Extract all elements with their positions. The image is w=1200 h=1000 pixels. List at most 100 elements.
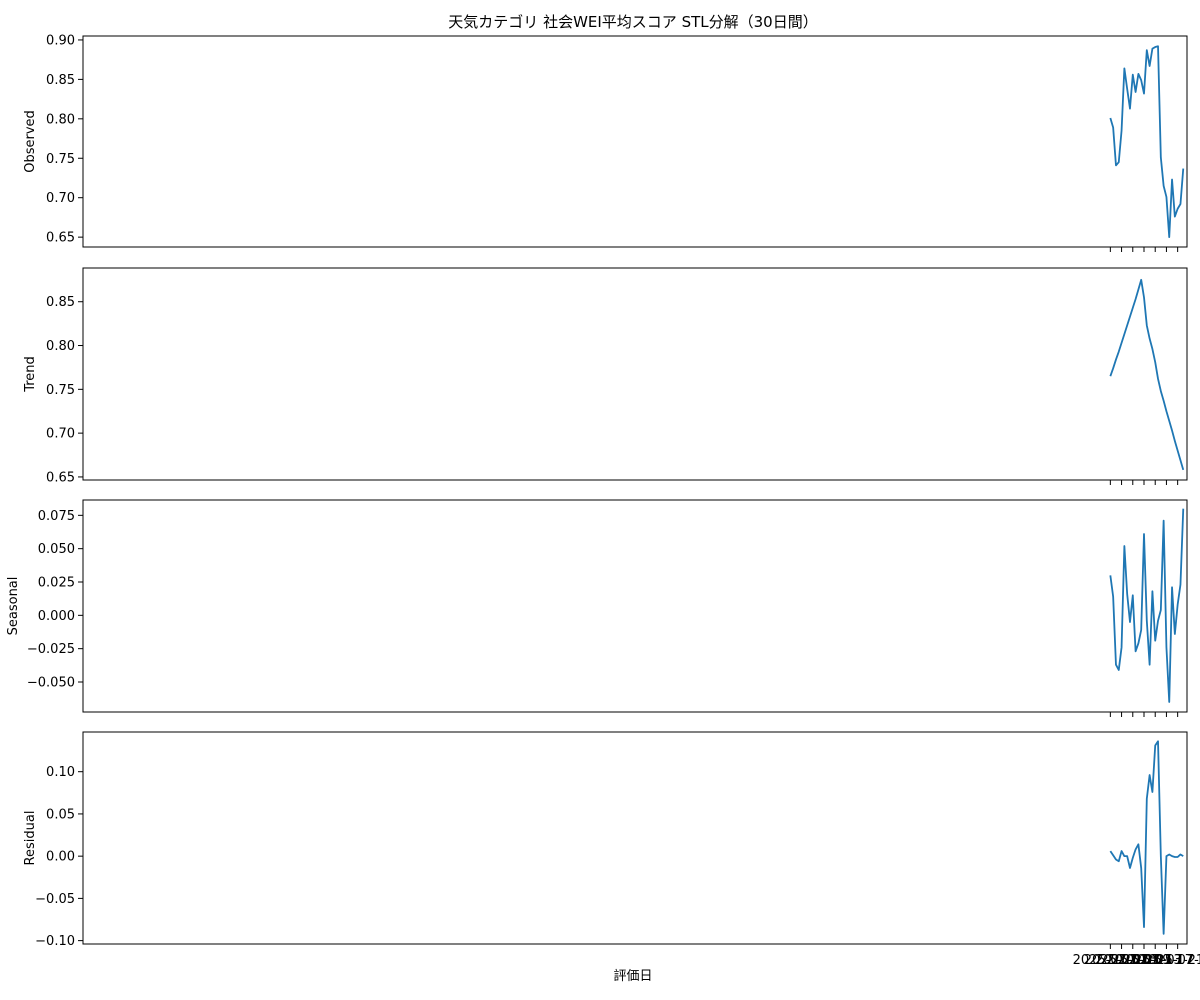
data-point: [1171, 178, 1174, 181]
data-point: [1117, 669, 1120, 672]
data-point: [1148, 337, 1151, 340]
data-point: [1128, 621, 1131, 624]
data-point: [1140, 79, 1143, 82]
data-point: [1159, 609, 1162, 612]
panel-residual: −0.10 −0.05 0.00 0.05 0.10 2025-07-012025-07-…: [23, 731, 1200, 968]
data-point: [1140, 866, 1143, 869]
data-point: [1120, 850, 1123, 853]
y-tick-label: 0.65: [46, 470, 75, 485]
data-point: [1173, 856, 1176, 859]
panels: 0.65 0.70 0.75 0.80 0.85 0.90 Observed 0.65 0.70…: [6, 33, 1200, 968]
x-tick-label: 2025-07-21: [1129, 953, 1200, 968]
data-point: [1159, 390, 1162, 393]
y-axis-label: Seasonal: [6, 577, 21, 636]
x-tick-label: 2025-07-25: [1140, 953, 1200, 968]
data-point: [1171, 586, 1174, 589]
y-tick-label: 0.70: [46, 191, 75, 206]
series-line-residual: [1109, 740, 1184, 935]
data-point: [1120, 129, 1123, 132]
panel-frame: [82, 267, 1188, 481]
data-point: [1128, 866, 1131, 869]
x-tick-label: 2025-07-05: [1084, 953, 1160, 968]
data-point: [1168, 701, 1171, 704]
y-tick-label: 0.90: [46, 33, 75, 48]
y-tick-label: 0.65: [46, 231, 75, 246]
y-tick-label: 0.85: [46, 73, 75, 88]
data-point: [1162, 184, 1165, 187]
y-tick-label: −0.025: [27, 642, 75, 657]
data-point: [1154, 744, 1157, 747]
y-tick-label: 0.80: [46, 112, 75, 127]
data-point: [1134, 650, 1137, 653]
y-tick-label: 0.075: [38, 509, 75, 524]
panel-trend: 0.65 0.70 0.75 0.80 0.85 Trend: [23, 267, 1188, 485]
y-tick-label: 0.80: [46, 339, 75, 354]
data-point: [1123, 855, 1126, 858]
data-point: [1182, 167, 1185, 170]
data-point: [1159, 156, 1162, 159]
y-tick-label: 0.10: [46, 765, 75, 780]
data-point: [1154, 46, 1157, 49]
data-point: [1176, 207, 1179, 210]
data-point: [1126, 855, 1129, 858]
data-point: [1123, 333, 1126, 336]
data-point: [1145, 49, 1148, 52]
data-point: [1154, 361, 1157, 364]
data-point: [1112, 854, 1115, 857]
data-point: [1179, 583, 1182, 586]
y-axis-label: Residual: [23, 811, 38, 866]
data-point: [1114, 358, 1117, 361]
data-point: [1114, 164, 1117, 167]
data-point: [1162, 932, 1165, 935]
y-tick-label: 0.000: [38, 609, 75, 624]
data-point: [1123, 545, 1126, 548]
x-tick-label: 2025-07-17: [1117, 953, 1193, 968]
data-point: [1151, 790, 1154, 793]
y-tick-label: −0.10: [35, 934, 75, 949]
chart-title: 天気カテゴリ 社会WEI平均スコア STL分解（30日間）: [448, 13, 817, 31]
data-point: [1120, 341, 1123, 344]
data-point: [1109, 375, 1112, 378]
data-point: [1117, 161, 1120, 164]
y-axis-label: Observed: [23, 110, 38, 173]
data-point: [1131, 306, 1134, 309]
y-tick-label: −0.05: [35, 892, 75, 907]
data-point: [1109, 574, 1112, 577]
data-point: [1176, 603, 1179, 606]
data-point: [1168, 419, 1171, 422]
data-point: [1182, 507, 1185, 510]
data-point: [1157, 740, 1160, 743]
y-axis-label: Trend: [23, 356, 38, 393]
data-point: [1182, 468, 1185, 471]
y-tick-label: 0.75: [46, 383, 75, 398]
data-point: [1151, 348, 1154, 351]
data-point: [1123, 67, 1126, 70]
data-point: [1176, 449, 1179, 452]
data-point: [1148, 64, 1151, 67]
data-point: [1134, 298, 1137, 301]
data-point: [1137, 288, 1140, 291]
y-tick-label: 0.75: [46, 152, 75, 167]
data-point: [1173, 215, 1176, 218]
data-point: [1171, 429, 1174, 432]
data-point: [1168, 236, 1171, 239]
data-point: [1137, 72, 1140, 75]
data-point: [1109, 117, 1112, 120]
data-point: [1165, 646, 1168, 649]
data-point: [1165, 195, 1168, 198]
panel-frame: [82, 731, 1188, 945]
series-line-seasonal: [1109, 508, 1185, 703]
data-point: [1154, 639, 1157, 642]
data-point: [1140, 629, 1143, 632]
data-point: [1142, 926, 1145, 929]
panel-seasonal: −0.050 −0.025 0.000 0.025 0.050 0.075 Seasonal: [6, 499, 1188, 717]
data-point: [1112, 126, 1115, 129]
data-point: [1176, 856, 1179, 859]
panel-observed: 0.65 0.70 0.75 0.80 0.85 0.90 Observed: [23, 33, 1188, 252]
data-point: [1131, 73, 1134, 76]
data-point: [1137, 843, 1140, 846]
data-point: [1162, 519, 1165, 522]
data-point: [1179, 459, 1182, 462]
data-point: [1157, 45, 1160, 48]
